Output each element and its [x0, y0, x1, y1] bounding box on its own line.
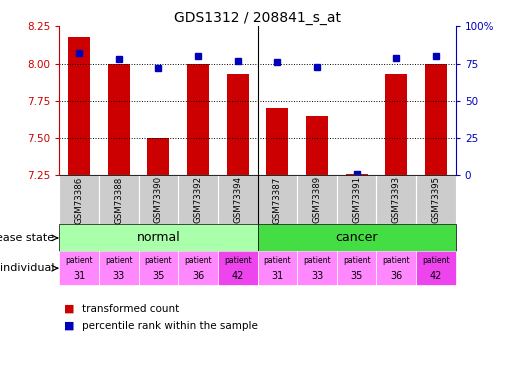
- Text: GSM73386: GSM73386: [75, 176, 83, 224]
- Bar: [297, 251, 337, 285]
- Text: individual: individual: [0, 263, 55, 273]
- Bar: [266, 108, 288, 176]
- Bar: [178, 176, 218, 224]
- Bar: [346, 174, 368, 176]
- Text: patient: patient: [422, 256, 450, 265]
- Bar: [376, 176, 416, 224]
- Bar: [59, 176, 99, 224]
- Text: GSM73387: GSM73387: [273, 176, 282, 224]
- Text: patient: patient: [303, 256, 331, 265]
- Text: 31: 31: [73, 271, 85, 280]
- Bar: [227, 74, 249, 176]
- Bar: [337, 176, 376, 224]
- Bar: [385, 74, 407, 176]
- Text: ■: ■: [64, 304, 75, 314]
- Bar: [59, 224, 258, 251]
- Text: ■: ■: [64, 321, 75, 331]
- Text: patient: patient: [65, 256, 93, 265]
- Text: 33: 33: [311, 271, 323, 280]
- Bar: [258, 251, 297, 285]
- Text: 35: 35: [152, 271, 165, 280]
- Text: patient: patient: [184, 256, 212, 265]
- Bar: [178, 251, 218, 285]
- Text: 31: 31: [271, 271, 283, 280]
- Text: patient: patient: [105, 256, 132, 265]
- Bar: [99, 176, 139, 224]
- Text: 36: 36: [192, 271, 204, 280]
- Bar: [425, 63, 447, 176]
- Text: cancer: cancer: [335, 231, 378, 244]
- Text: percentile rank within the sample: percentile rank within the sample: [82, 321, 259, 331]
- Text: 42: 42: [231, 271, 244, 280]
- Bar: [108, 63, 130, 176]
- Text: GSM73390: GSM73390: [154, 176, 163, 224]
- Text: disease state: disease state: [0, 233, 55, 243]
- Text: normal: normal: [136, 231, 180, 244]
- Text: 36: 36: [390, 271, 402, 280]
- Bar: [416, 251, 456, 285]
- Bar: [258, 224, 456, 251]
- Text: GSM73395: GSM73395: [432, 176, 440, 224]
- Bar: [306, 116, 328, 176]
- Bar: [376, 251, 416, 285]
- Text: 42: 42: [430, 271, 442, 280]
- Bar: [59, 251, 99, 285]
- Text: GSM73389: GSM73389: [313, 176, 321, 224]
- Text: patient: patient: [343, 256, 370, 265]
- Bar: [139, 251, 178, 285]
- Text: GSM73393: GSM73393: [392, 176, 401, 224]
- Bar: [139, 176, 178, 224]
- Bar: [297, 176, 337, 224]
- Bar: [187, 63, 209, 176]
- Text: 33: 33: [113, 271, 125, 280]
- Bar: [218, 176, 258, 224]
- Bar: [218, 251, 258, 285]
- Text: patient: patient: [145, 256, 172, 265]
- Bar: [337, 251, 376, 285]
- Bar: [258, 176, 297, 224]
- Text: GSM73388: GSM73388: [114, 176, 123, 224]
- Bar: [99, 251, 139, 285]
- Text: patient: patient: [264, 256, 291, 265]
- Text: GSM73392: GSM73392: [194, 176, 202, 224]
- Title: GDS1312 / 208841_s_at: GDS1312 / 208841_s_at: [174, 11, 341, 25]
- Bar: [147, 138, 169, 176]
- Text: patient: patient: [224, 256, 251, 265]
- Text: 35: 35: [350, 271, 363, 280]
- Bar: [416, 176, 456, 224]
- Text: patient: patient: [383, 256, 410, 265]
- Text: GSM73394: GSM73394: [233, 176, 242, 224]
- Text: GSM73391: GSM73391: [352, 176, 361, 224]
- Bar: [68, 37, 90, 176]
- Text: transformed count: transformed count: [82, 304, 180, 314]
